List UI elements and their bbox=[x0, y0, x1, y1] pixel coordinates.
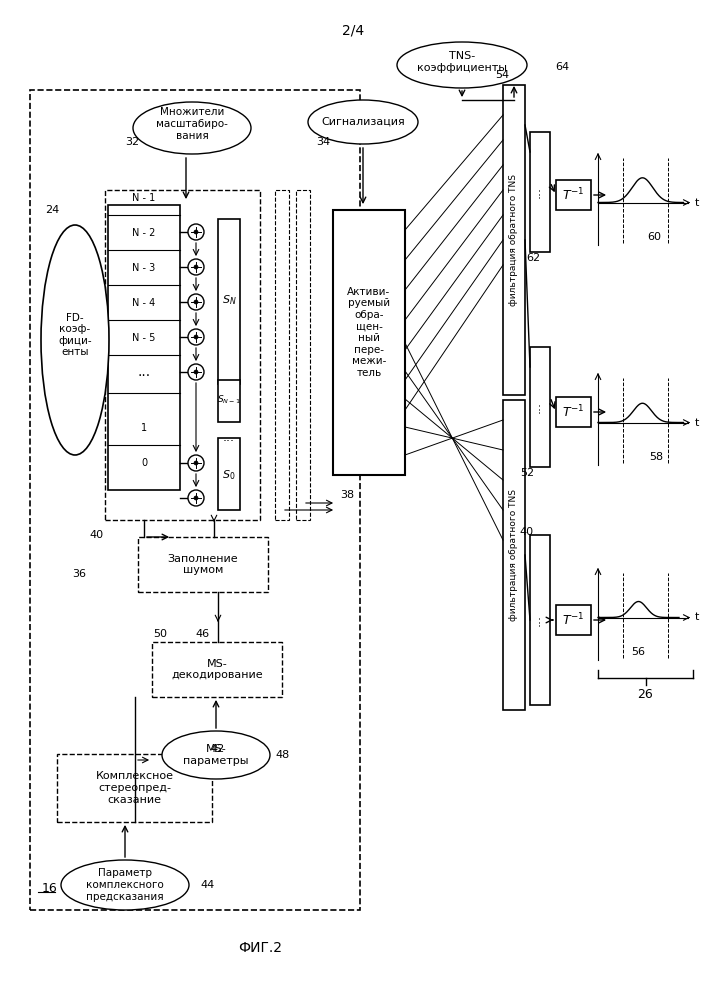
Text: 40: 40 bbox=[90, 530, 104, 540]
Text: $T^{-1}$: $T^{-1}$ bbox=[562, 404, 585, 420]
Text: 36: 36 bbox=[72, 569, 86, 579]
Text: 34: 34 bbox=[316, 137, 330, 147]
Text: 48: 48 bbox=[276, 750, 290, 760]
Text: FD-
коэф-
фици-
енты: FD- коэф- фици- енты bbox=[58, 313, 92, 357]
Text: 58: 58 bbox=[650, 452, 664, 462]
FancyBboxPatch shape bbox=[108, 205, 180, 490]
Text: t: t bbox=[695, 198, 699, 208]
Text: $T^{-1}$: $T^{-1}$ bbox=[562, 612, 585, 628]
Circle shape bbox=[194, 370, 198, 374]
Text: N - 3: N - 3 bbox=[132, 263, 156, 273]
Text: Параметр
комплексного
предсказания: Параметр комплексного предсказания bbox=[86, 868, 164, 902]
Text: $T^{-1}$: $T^{-1}$ bbox=[562, 187, 585, 203]
Circle shape bbox=[188, 364, 204, 380]
Text: 42: 42 bbox=[211, 744, 225, 754]
FancyBboxPatch shape bbox=[333, 210, 405, 475]
Text: ···: ··· bbox=[534, 186, 547, 198]
Text: 40: 40 bbox=[520, 527, 534, 537]
Text: t: t bbox=[695, 612, 699, 622]
Text: $S_0$: $S_0$ bbox=[222, 468, 235, 482]
Text: 52: 52 bbox=[520, 468, 534, 478]
Text: 38: 38 bbox=[340, 490, 354, 500]
Text: MS-
параметры: MS- параметры bbox=[183, 744, 249, 766]
Ellipse shape bbox=[41, 225, 109, 455]
Text: Множители
масштабиро-
вания: Множители масштабиро- вания bbox=[156, 107, 228, 141]
Circle shape bbox=[194, 265, 198, 269]
Text: 24: 24 bbox=[45, 205, 59, 215]
FancyBboxPatch shape bbox=[503, 400, 525, 710]
Text: 50: 50 bbox=[153, 629, 167, 639]
Text: фильтрация обратного TNS: фильтрация обратного TNS bbox=[510, 174, 518, 306]
Text: 32: 32 bbox=[125, 137, 139, 147]
Text: TNS-
коэффициенты: TNS- коэффициенты bbox=[417, 51, 507, 73]
Text: N - 4: N - 4 bbox=[132, 298, 156, 308]
Text: 26: 26 bbox=[638, 688, 653, 700]
Circle shape bbox=[188, 490, 204, 506]
Text: 0: 0 bbox=[141, 458, 147, 468]
Text: 62: 62 bbox=[526, 253, 540, 263]
Text: Сигнализация: Сигнализация bbox=[321, 117, 405, 127]
FancyBboxPatch shape bbox=[530, 132, 550, 252]
Circle shape bbox=[188, 294, 204, 310]
Text: 56: 56 bbox=[631, 647, 645, 657]
FancyBboxPatch shape bbox=[556, 605, 591, 635]
Text: ···: ··· bbox=[534, 401, 547, 413]
Ellipse shape bbox=[397, 42, 527, 88]
Ellipse shape bbox=[308, 100, 418, 144]
Text: 46: 46 bbox=[196, 629, 210, 639]
FancyBboxPatch shape bbox=[218, 219, 240, 384]
Ellipse shape bbox=[61, 860, 189, 910]
Text: 54: 54 bbox=[495, 70, 509, 80]
FancyBboxPatch shape bbox=[556, 180, 591, 210]
Text: 64: 64 bbox=[555, 62, 569, 72]
Text: ···: ··· bbox=[137, 369, 151, 383]
FancyBboxPatch shape bbox=[530, 535, 550, 705]
FancyBboxPatch shape bbox=[556, 397, 591, 427]
Circle shape bbox=[194, 335, 198, 339]
Circle shape bbox=[194, 461, 198, 465]
Ellipse shape bbox=[133, 102, 251, 154]
Text: N - 2: N - 2 bbox=[132, 228, 156, 238]
FancyBboxPatch shape bbox=[503, 85, 525, 395]
Text: ···: ··· bbox=[534, 614, 547, 626]
Text: Заполнение
шумом: Заполнение шумом bbox=[168, 554, 238, 575]
Text: N - 5: N - 5 bbox=[132, 333, 156, 343]
Text: 2/4: 2/4 bbox=[342, 23, 364, 37]
Text: фильтрация обратного TNS: фильтрация обратного TNS bbox=[510, 489, 518, 621]
Circle shape bbox=[188, 259, 204, 275]
Text: MS-
декодирование: MS- декодирование bbox=[171, 659, 263, 680]
Text: 44: 44 bbox=[201, 880, 215, 890]
Circle shape bbox=[194, 230, 198, 234]
Circle shape bbox=[188, 329, 204, 345]
FancyBboxPatch shape bbox=[530, 347, 550, 467]
Text: $S_N$: $S_N$ bbox=[222, 293, 236, 307]
Text: 16: 16 bbox=[42, 882, 58, 894]
Text: Комплексное
стереопред-
сказание: Комплексное стереопред- сказание bbox=[95, 771, 173, 805]
Circle shape bbox=[194, 300, 198, 304]
Text: ФИГ.2: ФИГ.2 bbox=[238, 941, 282, 955]
Text: 60: 60 bbox=[647, 232, 661, 242]
Text: N - 1: N - 1 bbox=[132, 193, 156, 203]
FancyBboxPatch shape bbox=[218, 438, 240, 510]
Text: 1: 1 bbox=[141, 423, 147, 433]
FancyBboxPatch shape bbox=[218, 380, 240, 422]
Text: $S_{N-1}$: $S_{N-1}$ bbox=[217, 394, 241, 406]
Text: ···: ··· bbox=[223, 436, 235, 448]
Text: t: t bbox=[695, 418, 699, 428]
Circle shape bbox=[188, 224, 204, 240]
Ellipse shape bbox=[162, 731, 270, 779]
Circle shape bbox=[188, 455, 204, 471]
Circle shape bbox=[194, 496, 198, 500]
Text: Активи-
руемый
обра-
щен-
ный
пере-
межи-
тель: Активи- руемый обра- щен- ный пере- межи… bbox=[347, 287, 391, 378]
